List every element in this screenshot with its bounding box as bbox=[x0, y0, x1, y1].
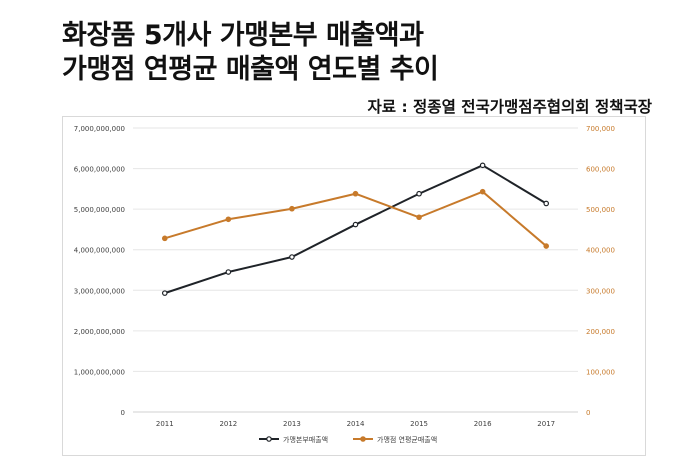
right-axis-tick-label: 300,000 bbox=[586, 287, 615, 295]
series-2-point bbox=[543, 243, 550, 249]
right-axis-tick-label: 400,000 bbox=[586, 247, 615, 255]
x-axis: 2011 2012 2013 2014 2015 2016 2017 bbox=[133, 411, 578, 428]
legend-marker bbox=[360, 436, 366, 442]
chart-area: 0 1,000,000,000 2,000,000,000 3,000,000,000… bbox=[62, 116, 646, 456]
left-axis-tick-label: 4,000,000,000 bbox=[74, 247, 125, 255]
x-axis-tick-label: 2014 bbox=[347, 420, 365, 428]
series-2-point bbox=[416, 214, 422, 221]
legend: 가맹본부매출액 가맹점 연평균매출액 bbox=[259, 435, 437, 444]
series-2-point bbox=[352, 190, 359, 197]
series-2-point bbox=[479, 188, 486, 195]
x-axis-tick-label: 2016 bbox=[474, 420, 492, 428]
series-1-point bbox=[543, 200, 550, 207]
legend-item-2: 가맹점 연평균매출액 bbox=[353, 435, 437, 444]
line-chart: 0 1,000,000,000 2,000,000,000 3,000,000,000… bbox=[74, 125, 615, 444]
legend-label: 가맹본부매출액 bbox=[283, 435, 328, 444]
source-note: 자료 : 정종열 전국가맹점주협의회 정책국장 bbox=[367, 98, 652, 116]
left-axis-tick-label: 3,000,000,000 bbox=[74, 287, 125, 295]
right-axis-tick-label: 0 bbox=[586, 409, 590, 417]
left-axis: 0 1,000,000,000 2,000,000,000 3,000,000,000… bbox=[74, 125, 125, 417]
legend-marker bbox=[266, 436, 272, 442]
left-axis-tick-label: 2,000,000,000 bbox=[74, 328, 125, 336]
legend-label: 가맹점 연평균매출액 bbox=[377, 435, 437, 444]
series-1-point bbox=[416, 190, 422, 197]
left-axis-tick-label: 6,000,000,000 bbox=[74, 166, 125, 174]
left-axis-tick-label: 0 bbox=[121, 409, 125, 417]
right-axis-tick-label: 500,000 bbox=[586, 206, 615, 214]
x-axis-tick-label: 2013 bbox=[283, 420, 301, 428]
series-line-1 bbox=[164, 164, 547, 295]
gridlines bbox=[133, 127, 578, 372]
series-1-point bbox=[352, 221, 359, 228]
x-axis-tick-label: 2012 bbox=[219, 420, 237, 428]
right-axis-tick-label: 100,000 bbox=[586, 368, 615, 376]
left-axis-tick-label: 5,000,000,000 bbox=[74, 206, 125, 214]
series-lines bbox=[161, 162, 550, 296]
left-axis-tick-label: 7,000,000,000 bbox=[74, 125, 125, 133]
x-axis-tick-label: 2015 bbox=[410, 420, 428, 428]
right-axis-tick-label: 200,000 bbox=[586, 328, 615, 336]
series-2-point bbox=[289, 205, 295, 212]
series-1-point bbox=[225, 269, 232, 275]
legend-item-1: 가맹본부매출액 bbox=[259, 435, 328, 444]
series-1-point bbox=[161, 290, 168, 296]
chart-title-line-1: 화장품 5개사 가맹본부 매출액과 bbox=[62, 20, 424, 51]
x-axis-tick-label: 2017 bbox=[537, 420, 555, 428]
x-axis-tick-label: 2011 bbox=[156, 420, 174, 428]
chart-title-line-2: 가맹점 연평균 매출액 연도별 추이 bbox=[62, 54, 439, 85]
series-2-point bbox=[225, 216, 232, 223]
right-axis-tick-label: 700,000 bbox=[586, 125, 615, 133]
right-axis: 0 100,000 200,000 300,000 400,000 500,000 600,… bbox=[586, 125, 615, 417]
series-1-point bbox=[479, 162, 486, 169]
series-1-point bbox=[289, 254, 295, 260]
series-2-point bbox=[161, 235, 168, 242]
right-axis-tick-label: 600,000 bbox=[586, 166, 615, 174]
series-line-2 bbox=[164, 190, 547, 247]
left-axis-tick-label: 1,000,000,000 bbox=[74, 368, 125, 376]
